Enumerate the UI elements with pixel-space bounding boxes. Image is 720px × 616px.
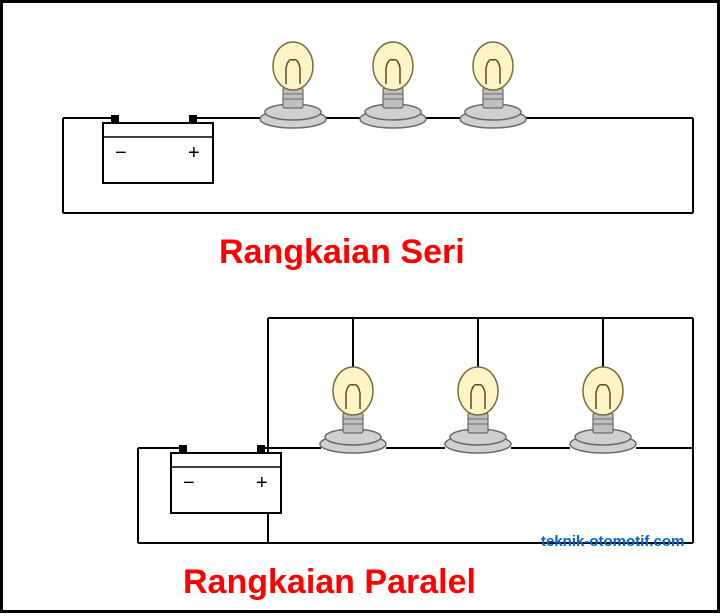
lightbulb-icon [460, 42, 526, 128]
svg-text:−: − [183, 472, 195, 494]
lightbulb-icon [570, 367, 636, 453]
lightbulb-icon [445, 367, 511, 453]
lightbulb-icon [260, 42, 326, 128]
circuit-diagram-canvas: − + − + Rangkaian Seri Rangkaian Paralel te… [0, 0, 720, 613]
lightbulb-icon [320, 367, 386, 453]
circuit-svg: − + − + [3, 3, 720, 616]
source-watermark: teknik-otomotif.com [541, 533, 684, 550]
parallel-circuit-title: Rangkaian Paralel [183, 563, 476, 602]
svg-text:+: + [256, 472, 268, 494]
svg-text:−: − [115, 142, 127, 164]
series-circuit-title: Rangkaian Seri [219, 233, 465, 272]
lightbulb-icon [360, 42, 426, 128]
svg-text:+: + [188, 142, 200, 164]
